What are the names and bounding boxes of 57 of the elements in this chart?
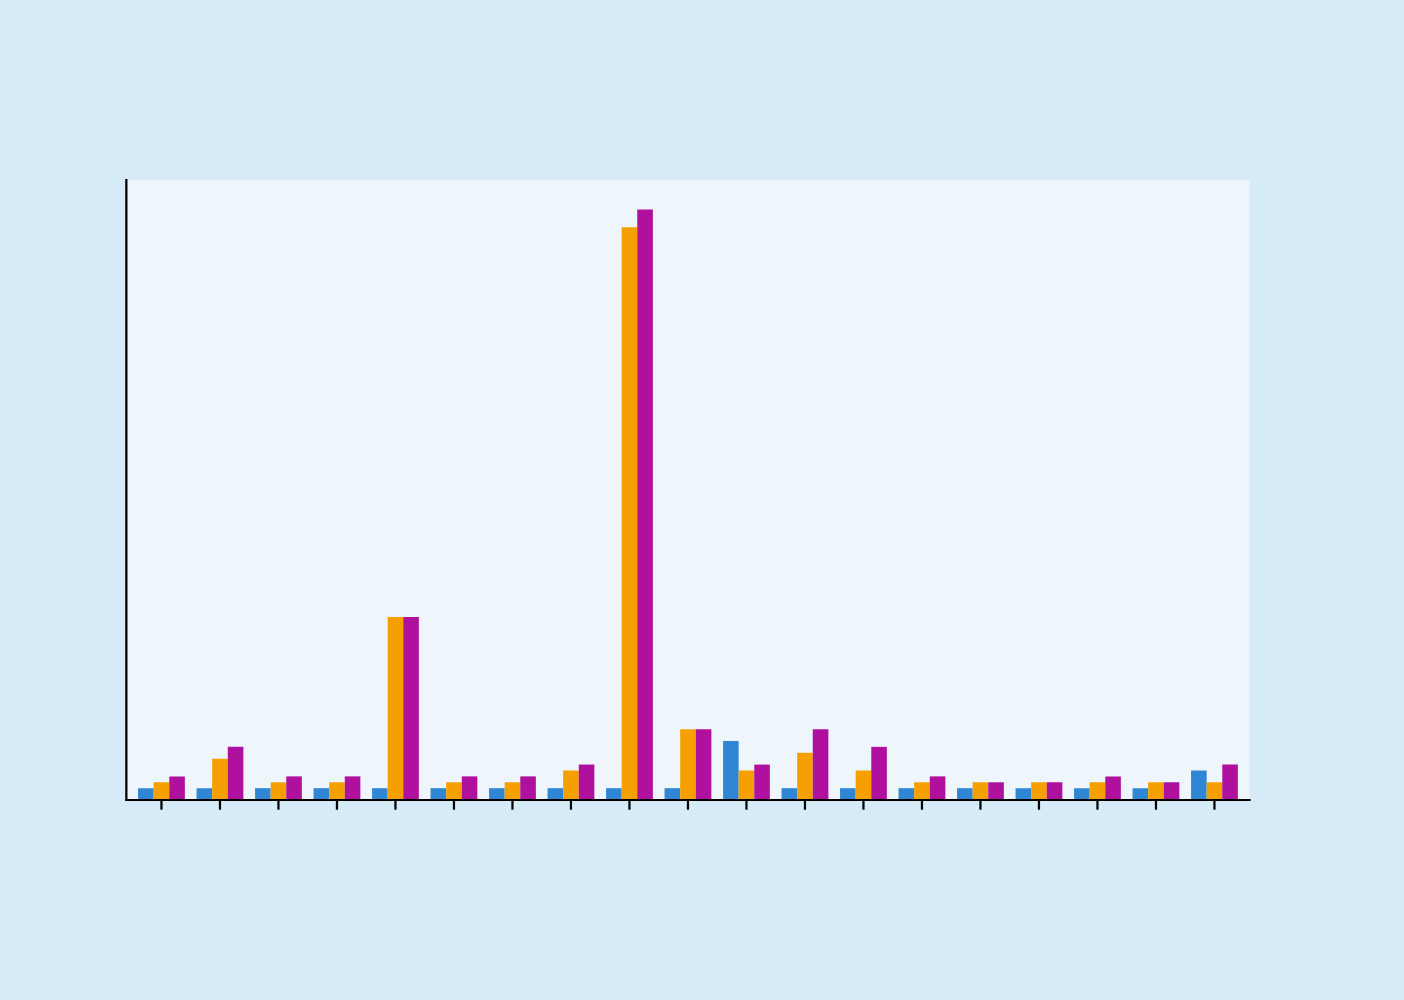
bar bbox=[227, 746, 244, 800]
bar bbox=[1222, 764, 1238, 800]
bar bbox=[723, 740, 739, 800]
bar bbox=[1015, 788, 1032, 800]
bar bbox=[489, 788, 505, 800]
bar bbox=[812, 729, 829, 800]
bar bbox=[547, 788, 564, 800]
bar bbox=[1046, 782, 1063, 800]
bar bbox=[430, 788, 447, 800]
bar bbox=[1206, 782, 1223, 800]
bar bbox=[313, 788, 330, 800]
bar bbox=[563, 770, 579, 800]
bar bbox=[520, 776, 536, 800]
bar bbox=[504, 782, 521, 800]
bar bbox=[855, 770, 872, 800]
bar bbox=[840, 788, 856, 800]
bar bbox=[372, 788, 388, 800]
bar bbox=[988, 782, 1004, 800]
bar bbox=[461, 776, 478, 800]
bar bbox=[957, 788, 973, 800]
bar bbox=[212, 758, 228, 800]
bar bbox=[255, 788, 271, 800]
bar bbox=[1163, 782, 1180, 800]
bar bbox=[286, 776, 302, 800]
bar bbox=[344, 776, 361, 800]
bar bbox=[972, 782, 989, 800]
bar bbox=[403, 616, 419, 800]
bar bbox=[929, 776, 946, 800]
bar bbox=[781, 788, 798, 800]
bar bbox=[387, 616, 404, 800]
bar bbox=[329, 782, 345, 800]
bar bbox=[606, 788, 622, 800]
bar bbox=[754, 764, 770, 800]
bar bbox=[1132, 788, 1149, 800]
bar bbox=[871, 746, 887, 800]
bar bbox=[621, 227, 638, 800]
bar bbox=[914, 782, 930, 800]
bar bbox=[1089, 782, 1106, 800]
bar bbox=[153, 782, 170, 800]
bar bbox=[196, 788, 213, 800]
bar bbox=[1148, 782, 1164, 800]
bar bbox=[738, 770, 755, 800]
bar bbox=[680, 729, 696, 800]
bar bbox=[637, 209, 653, 800]
bar bbox=[664, 788, 681, 800]
bar bbox=[446, 782, 462, 800]
bar bbox=[1191, 770, 1207, 800]
bar bbox=[1105, 776, 1121, 800]
bar bbox=[578, 764, 595, 800]
bar bbox=[797, 752, 813, 800]
bar bbox=[1031, 782, 1047, 800]
bar bbox=[898, 788, 915, 800]
bar bbox=[169, 776, 185, 800]
bar bbox=[695, 729, 712, 800]
bar bbox=[138, 788, 154, 800]
bar bbox=[1074, 788, 1090, 800]
bar bbox=[270, 782, 287, 800]
